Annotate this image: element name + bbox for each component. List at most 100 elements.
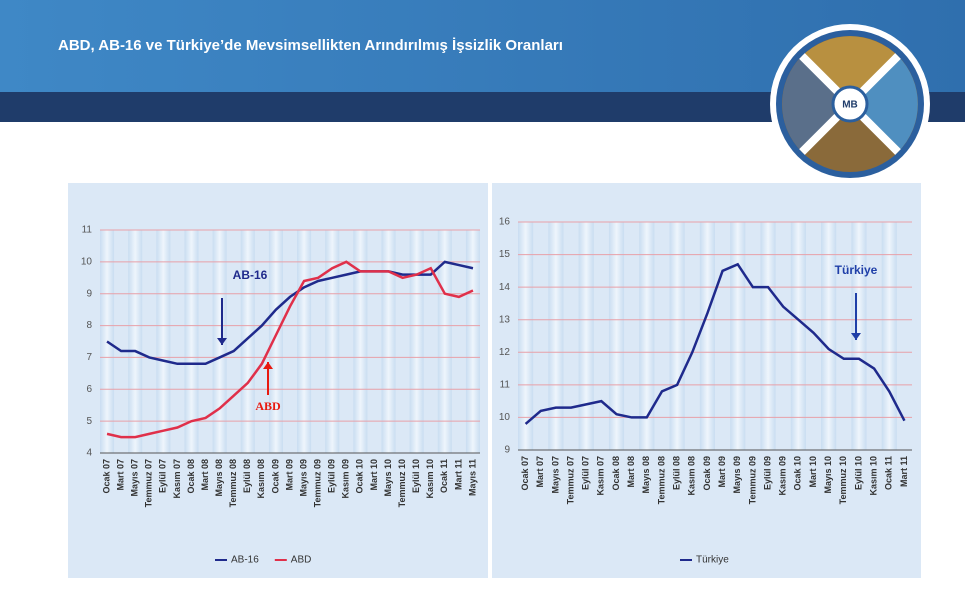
x-tick-label: Eylül 10 [411,459,421,493]
plot-stripe [128,230,143,453]
x-tick-label: Temmuz 07 [144,459,154,507]
plot-stripe [730,222,746,450]
annotation: Türkiye [835,263,878,277]
x-tick-label: Kasım 10 [425,459,435,499]
plot-stripe [639,222,655,450]
plot-stripe [699,222,715,450]
legend-label: Türkiye [696,555,729,566]
plot-stripe [548,222,564,450]
y-tick-label: 5 [86,416,92,427]
x-tick-label: Ocak 11 [884,456,894,490]
x-tick-label: Ocak 10 [793,456,803,491]
x-tick-label: Mayıs 07 [130,459,140,497]
series-line [524,262,906,425]
x-tick-label: Ocak 08 [186,459,196,494]
x-tick-label: Temmuz 08 [656,456,666,504]
x-tick-label: Mayıs 08 [641,456,651,494]
plot-stripe [578,222,594,450]
series-line [106,260,474,439]
x-tick-label: Ocak 07 [520,456,530,491]
x-tick-label: Temmuz 10 [397,459,407,507]
x-tick-label: Kasım 08 [687,456,697,496]
x-tick-label: Ocak 07 [101,459,111,494]
logo: MB [770,24,930,184]
y-tick-label: 16 [499,217,511,228]
y-tick-label: 10 [81,256,93,267]
x-tick-label: Mayıs 10 [823,456,833,494]
plot-stripe [790,222,806,450]
x-tick-label: Temmuz 10 [838,456,848,504]
y-tick-label: 7 [86,352,92,363]
plot-stripe [240,230,255,453]
x-tick-label: Eylül 08 [671,456,681,490]
plot-stripe [184,230,199,453]
x-tick-label: Kasım 07 [596,456,606,496]
x-tick-label: Eylül 09 [327,459,337,493]
legend-label: ABD [291,555,312,566]
y-tick-label: 8 [86,320,92,331]
y-tick-label: 6 [86,384,92,395]
x-tick-label: Mart 11 [453,459,463,490]
plot-stripe [851,222,867,450]
x-tick-label: Mart 09 [717,456,727,488]
x-tick-label: Mart 11 [899,456,909,487]
plot-stripe [518,222,534,450]
x-tick-label: Mayıs 09 [732,456,742,494]
x-tick-label: Ocak 10 [355,459,365,494]
svg-text:MB: MB [842,100,858,111]
plot-stripe [156,230,171,453]
x-tick-label: Eylül 07 [158,459,168,493]
x-tick-label: Temmuz 09 [747,456,757,504]
legend-label: AB-16 [231,555,259,566]
annotation-arrowhead [217,338,227,345]
y-tick-label: 9 [86,288,92,299]
x-tick-label: Ocak 09 [270,459,280,494]
x-tick-label: Ocak 08 [611,456,621,491]
plot-stripe [669,222,685,450]
annotation: ABD [255,399,281,413]
plot-stripe [760,222,776,450]
plot-stripe [325,230,340,453]
x-tick-label: Eylül 07 [581,456,591,490]
x-tick-label: Mart 07 [115,459,125,491]
plot-stripe [100,230,115,453]
plot-stripe [821,222,837,450]
plot-stripe [381,230,396,453]
y-tick-label: 14 [499,282,511,293]
x-tick-label: Eylül 09 [762,456,772,490]
x-tick-label: Mayıs 07 [550,456,560,494]
x-tick-label: Mart 07 [535,456,545,488]
plot-stripe [881,222,897,450]
x-tick-label: Eylül 10 [853,456,863,490]
x-tick-label: Ocak 11 [439,459,449,493]
x-tick-label: Temmuz 08 [228,459,238,507]
slide-title: ABD, AB-16 ve Türkiye’de Mevsimsellikten… [58,37,563,54]
y-tick-label: 13 [499,314,511,325]
plot-stripe [297,230,312,453]
y-tick-label: 11 [500,379,511,390]
x-tick-label: Kasım 07 [172,459,182,499]
x-tick-label: Mart 08 [200,459,210,491]
x-tick-label: Ocak 09 [702,456,712,491]
x-tick-label: Mayıs 08 [214,459,224,497]
plot-stripe [465,230,480,453]
x-tick-label: Temmuz 07 [565,456,575,504]
y-tick-label: 11 [82,225,93,236]
x-tick-label: Mayıs 10 [383,459,393,497]
plot-stripe [268,230,283,453]
plot-stripe [353,230,368,453]
y-tick-label: 15 [499,249,511,260]
x-tick-label: Kasım 09 [778,456,788,496]
x-tick-label: Kasım 09 [341,459,351,499]
y-tick-label: 4 [86,448,92,459]
annotation: AB-16 [233,268,268,282]
x-tick-label: Kasım 08 [256,459,266,499]
y-tick-label: 10 [499,412,511,423]
x-tick-label: Mart 08 [626,456,636,488]
y-tick-label: 12 [499,347,511,358]
x-tick-label: Mart 10 [369,459,379,491]
annotation-arrowhead [263,362,273,369]
x-tick-label: Eylül 08 [242,459,252,493]
x-tick-label: Mart 10 [808,456,818,488]
plot-stripe [409,230,424,453]
